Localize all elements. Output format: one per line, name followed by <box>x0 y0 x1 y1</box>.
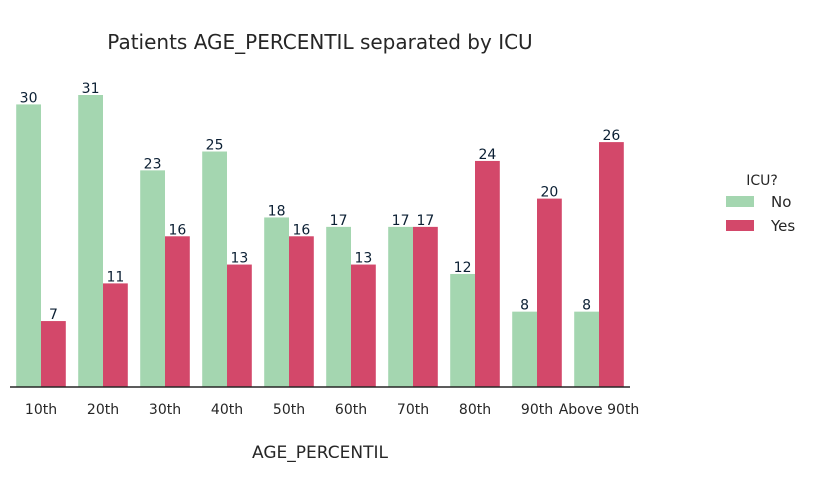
data-label-no-6: 17 <box>330 213 348 229</box>
x-tick-label: 70th <box>397 402 429 418</box>
data-label-yes-3: 16 <box>168 222 186 238</box>
bar-no-8 <box>450 273 475 387</box>
bar-no-4 <box>202 151 227 387</box>
data-label-yes-2: 11 <box>106 269 124 285</box>
bar-no-1 <box>16 104 41 388</box>
data-label-no-9: 8 <box>520 298 529 314</box>
data-label-yes-9: 20 <box>540 185 558 201</box>
bar-no-9 <box>512 311 537 387</box>
data-label-no-1: 30 <box>20 90 38 106</box>
x-tick-label: 40th <box>211 402 243 418</box>
data-label-no-3: 23 <box>144 156 162 172</box>
data-label-yes-1: 7 <box>49 307 58 323</box>
bar-yes-9 <box>537 198 562 387</box>
legend-title: ICU? <box>746 173 778 189</box>
legend-label-no: No <box>771 193 791 211</box>
bar-yes-2 <box>103 283 128 387</box>
x-tick-labels: 10th 20th 30th 40th 50th 60th 70th 80th 90th Abov… <box>25 402 639 418</box>
bar-no-2 <box>78 95 103 387</box>
bar-no-5 <box>264 217 289 387</box>
data-label-no-8: 12 <box>454 260 472 276</box>
data-label-yes-6: 13 <box>354 251 372 267</box>
bars-group <box>16 95 624 388</box>
data-label-yes-10: 26 <box>602 128 620 144</box>
x-tick-label: 90th <box>521 402 553 418</box>
data-label-no-2: 31 <box>82 81 100 97</box>
legend-label-yes: Yes <box>770 217 795 235</box>
data-label-yes-5: 16 <box>292 222 310 238</box>
data-label-yes-7: 17 <box>416 213 434 229</box>
bar-yes-10 <box>599 142 624 387</box>
bar-no-7 <box>388 226 413 387</box>
data-label-no-7: 17 <box>392 213 410 229</box>
data-label-yes-8: 24 <box>478 147 496 163</box>
bar-no-10 <box>574 311 599 387</box>
x-tick-label: 30th <box>149 402 181 418</box>
x-tick-label: 50th <box>273 402 305 418</box>
bar-no-6 <box>326 226 351 387</box>
x-axis-label: AGE_PERCENTIL <box>252 443 388 463</box>
data-label-no-5: 18 <box>268 203 286 219</box>
x-tick-label: 60th <box>335 402 367 418</box>
bar-yes-8 <box>475 160 500 387</box>
data-labels-group: 30 7 31 11 23 16 25 13 18 16 17 13 17 17 12 24 8 20 8 26 <box>20 81 621 323</box>
x-tick-label: 80th <box>459 402 491 418</box>
bar-yes-1 <box>41 321 66 387</box>
bar-yes-5 <box>289 236 314 387</box>
chart-title: Patients AGE_PERCENTIL separated by ICU <box>107 30 532 54</box>
x-tick-label: 10th <box>25 402 57 418</box>
data-label-yes-4: 13 <box>230 251 248 267</box>
bar-yes-7 <box>413 226 438 387</box>
bar-yes-6 <box>351 264 376 387</box>
data-label-no-10: 8 <box>582 298 591 314</box>
bar-yes-4 <box>227 264 252 387</box>
legend-swatch-no <box>726 196 754 207</box>
data-label-no-4: 25 <box>206 138 224 154</box>
bar-no-3 <box>140 170 165 387</box>
legend-swatch-yes <box>726 220 754 231</box>
legend: ICU? No Yes <box>726 173 795 235</box>
bar-yes-3 <box>165 236 190 387</box>
x-tick-label: 20th <box>87 402 119 418</box>
x-tick-label: Above 90th <box>559 402 640 418</box>
